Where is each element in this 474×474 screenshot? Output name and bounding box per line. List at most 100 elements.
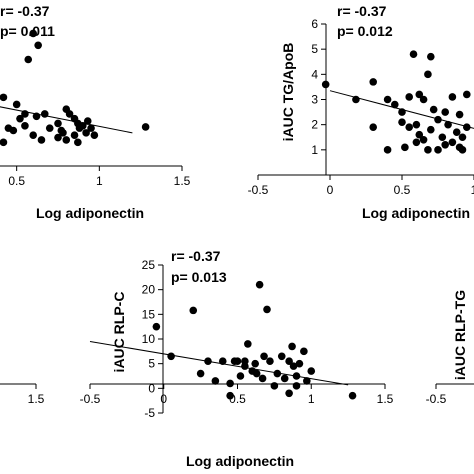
- data-point: [300, 347, 308, 356]
- annotation-p: p= 0.012: [337, 23, 393, 39]
- data-point: [252, 369, 261, 378]
- x-tick-label: 0.5: [394, 183, 411, 197]
- x-tick-label: 1.5: [174, 174, 191, 188]
- data-point: [34, 41, 42, 50]
- y-tick-label: 0: [148, 381, 155, 395]
- x-tick-label: 1: [96, 174, 103, 188]
- data-point: [434, 146, 442, 154]
- data-point: [321, 80, 330, 89]
- data-point: [427, 52, 435, 61]
- data-point: [29, 29, 37, 38]
- data-point: [263, 305, 271, 314]
- data-point: [415, 130, 424, 139]
- data-point: [398, 108, 406, 116]
- data-point: [218, 357, 227, 366]
- data-point: [70, 131, 79, 140]
- x-tick-label: -0.5: [80, 392, 101, 406]
- data-point: [65, 110, 74, 118]
- data-point: [307, 367, 316, 375]
- data-point: [348, 391, 357, 400]
- y-axis-label: iAUC RLP-C: [111, 292, 127, 373]
- data-point: [189, 306, 198, 315]
- y-tick-label: 15: [142, 307, 156, 321]
- data-point: [409, 50, 418, 58]
- data-point: [424, 146, 432, 154]
- y-tick-label: 6: [311, 17, 318, 31]
- data-point: [83, 117, 92, 125]
- data-point: [455, 110, 464, 119]
- data-point: [277, 352, 286, 361]
- data-point: [40, 110, 49, 118]
- data-point: [412, 138, 421, 147]
- x-tick-label: 1.5: [28, 392, 45, 406]
- y-tick-label: 25: [142, 258, 156, 272]
- data-point: [270, 382, 279, 390]
- data-point: [0, 138, 8, 147]
- annotation-p: p= 0.013: [171, 269, 227, 285]
- data-point: [82, 129, 90, 137]
- data-point: [458, 133, 467, 142]
- data-point: [391, 100, 399, 109]
- data-point: [241, 362, 249, 370]
- y-axis-label: iAUC RLP-TG: [452, 290, 468, 380]
- data-point: [141, 123, 150, 131]
- data-point: [45, 124, 54, 132]
- data-point: [383, 95, 392, 104]
- regression-line: [0, 106, 133, 134]
- data-point: [441, 108, 450, 116]
- x-axis-label: Log adiponectin: [362, 205, 470, 221]
- panel-bottom-right: iAUC RLP-TG -0.5: [426, 290, 474, 406]
- data-point: [211, 377, 220, 385]
- data-point: [429, 105, 438, 114]
- data-point: [412, 120, 421, 129]
- panel-bottom-left: 1.5: [0, 383, 45, 406]
- data-point: [405, 123, 414, 131]
- data-point: [419, 135, 428, 144]
- y-tick-label: 5: [311, 42, 318, 56]
- data-point: [419, 95, 428, 104]
- data-point: [21, 121, 29, 130]
- panel-bottom-middle: r= -0.37 p= 0.013 Log adiponectin iAUC R…: [80, 248, 394, 469]
- y-tick-label: 3: [311, 93, 318, 107]
- data-point: [434, 115, 442, 124]
- y-tick-label: 1: [311, 143, 318, 157]
- data-point: [288, 342, 296, 351]
- y-tick-label: -5: [144, 406, 155, 420]
- data-point: [226, 391, 234, 400]
- panel-top-right: r= -0.37 p= 0.012 Log adiponectin iAUC T…: [248, 3, 474, 221]
- data-point: [369, 78, 378, 86]
- data-point: [87, 124, 95, 132]
- data-point: [458, 146, 467, 154]
- data-point: [74, 138, 82, 147]
- data-point: [255, 280, 264, 289]
- data-point: [266, 357, 274, 366]
- x-axis-label: Log adiponectin: [36, 205, 144, 221]
- data-point: [415, 90, 424, 99]
- data-point: [289, 362, 298, 370]
- data-point: [90, 131, 99, 140]
- data-point: [285, 357, 293, 366]
- y-axis-label: iAUC TG/ApoB: [280, 43, 296, 142]
- x-tick-label: 0: [327, 183, 334, 197]
- data-point: [196, 369, 205, 378]
- data-point: [152, 322, 161, 331]
- x-tick-label: 0: [160, 392, 167, 406]
- data-point: [29, 131, 37, 140]
- data-point: [441, 141, 450, 149]
- y-tick-label: 4: [311, 67, 318, 81]
- data-point: [79, 121, 87, 130]
- data-point: [226, 379, 234, 388]
- data-point: [427, 125, 435, 134]
- data-point: [292, 382, 301, 390]
- data-point: [424, 70, 432, 79]
- data-point: [398, 118, 406, 126]
- x-tick-label: 0.5: [8, 174, 25, 188]
- x-tick-label: 1: [308, 392, 315, 406]
- data-point: [285, 389, 293, 398]
- data-point: [62, 136, 71, 144]
- data-point: [12, 100, 21, 109]
- annotation-p: p= 0.011: [0, 23, 55, 39]
- data-point: [9, 126, 18, 135]
- data-point: [258, 374, 267, 383]
- annotation-r: r= -0.37: [171, 248, 221, 264]
